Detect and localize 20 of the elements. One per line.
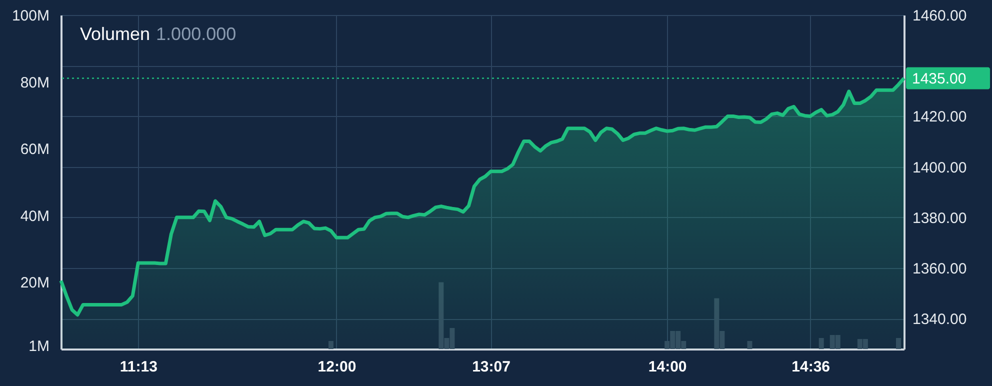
x-tick-label: 14:36	[792, 358, 830, 376]
y-tick-label: 100M	[12, 8, 50, 24]
y-tick-label: 80M	[20, 74, 50, 92]
x-tick-label: 13:07	[472, 358, 510, 376]
y2-tick-label: 1380.00	[912, 210, 967, 227]
y2-tick-label: 1340.00	[912, 311, 967, 328]
annotation: 1.000.000	[156, 24, 236, 44]
x-tick-label: 11:13	[120, 358, 158, 376]
x-tick-label: 12:00	[318, 358, 356, 376]
ref-line-label: 1435.00	[912, 70, 966, 88]
y2-tick-label: 1400.00	[912, 159, 967, 176]
y2-tick-label: 1460.00	[912, 8, 967, 24]
y-tick-label: 20M	[20, 274, 50, 292]
annotation: Volumen	[80, 24, 150, 44]
y-tick-label: 1M	[28, 338, 50, 356]
y-tick-label: 60M	[20, 141, 50, 158]
y2-tick-label: 1360.00	[912, 260, 967, 278]
y2-tick-label: 1420.00	[912, 108, 967, 126]
y-tick-label: 40M	[20, 208, 50, 225]
x-tick-label: 14:00	[648, 358, 687, 376]
